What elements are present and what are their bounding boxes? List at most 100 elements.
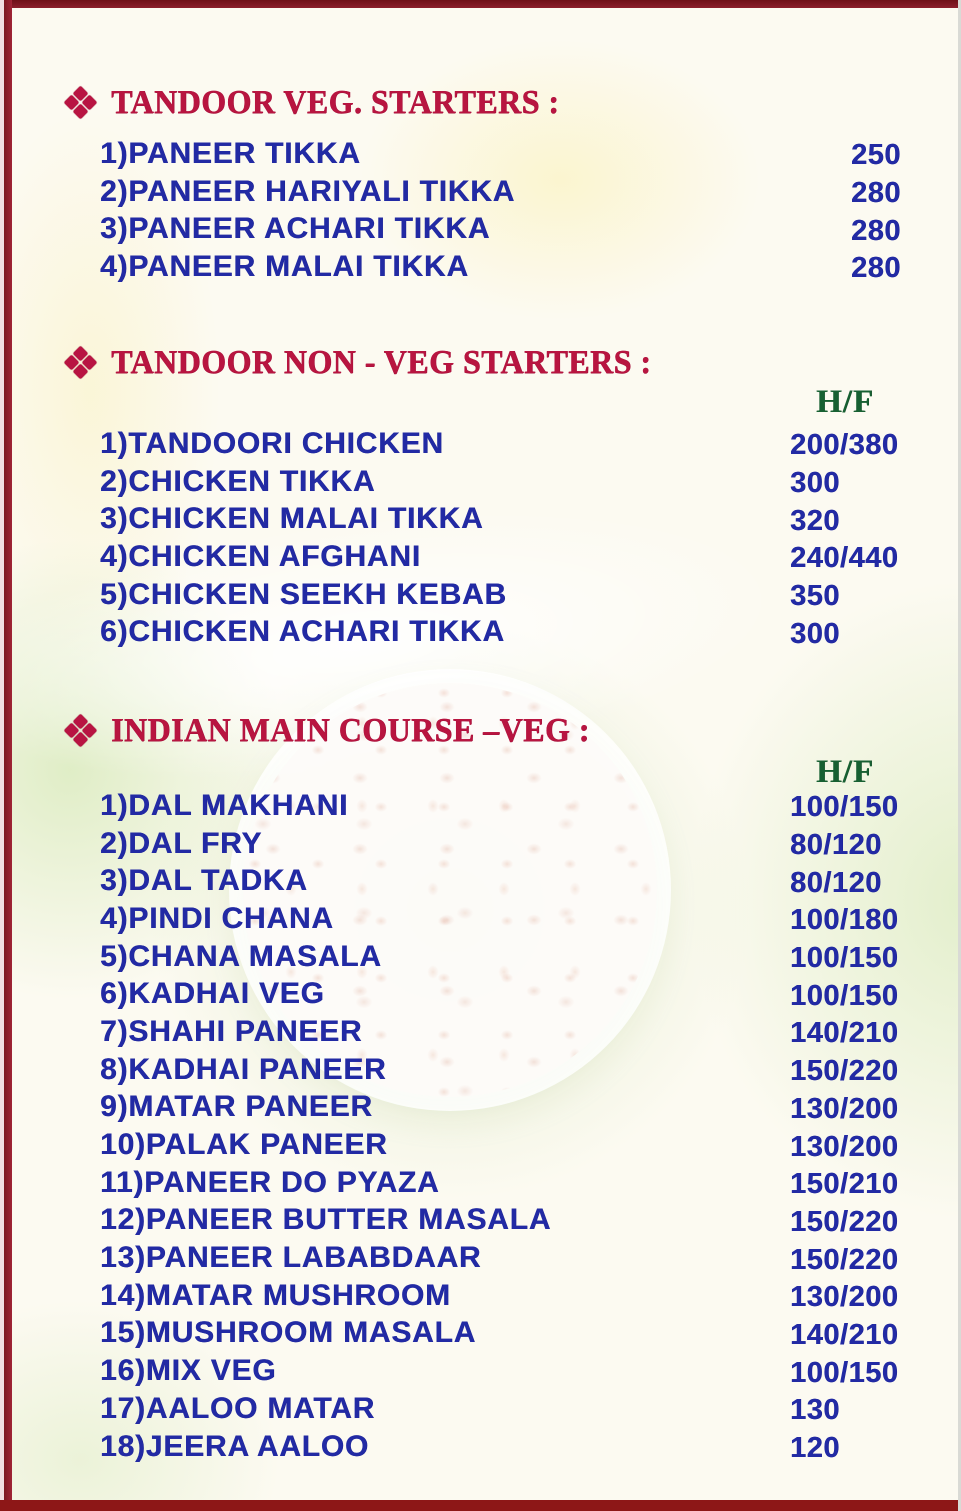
item-price: 100/180 [790, 904, 899, 937]
item-name: TANDOORI CHICKEN [128, 426, 444, 460]
item-price: 280 [851, 214, 901, 247]
item-name: CHICKEN TIKKA [128, 464, 376, 498]
section-heading: TANDOOR NON - VEG STARTERS : [0, 344, 961, 382]
item-name: PANEER TIKKA [128, 136, 361, 170]
item-number: 9) [100, 1090, 129, 1124]
menu-item-row: 13) PANEER LABABDAAR 150/220 [0, 1239, 961, 1277]
item-number: 13) [100, 1241, 146, 1275]
menu-item-row: 14) MATAR MUSHROOM 130/200 [0, 1277, 961, 1315]
item-number: 1) [100, 136, 129, 170]
item-price: 200/380 [790, 429, 899, 462]
item-name: PINDI CHANA [128, 901, 334, 935]
item-name: CHICKEN MALAI TIKKA [128, 502, 484, 536]
item-price: 280 [851, 252, 901, 285]
price-column-header: H/F [816, 754, 874, 790]
item-price: 240/440 [790, 542, 899, 575]
item-name: MATAR PANEER [128, 1090, 373, 1124]
item-name: DAL TADKA [128, 864, 308, 898]
menu-item-row: 2) CHICKEN TIKKA 300 [0, 463, 961, 501]
menu-item-row: 9) MATAR PANEER 130/200 [0, 1089, 961, 1127]
menu-section: TANDOOR VEG. STARTERS : 1) PANEER TIKKA … [0, 84, 961, 284]
menu-items: 1) DAL MAKHANI 100/150 2) DAL FRY 80/120… [0, 787, 961, 1465]
item-number: 5) [100, 939, 129, 973]
item-name: SHAHI PANEER [128, 1014, 363, 1048]
item-name: MATAR MUSHROOM [145, 1278, 451, 1312]
item-number: 6) [100, 977, 129, 1011]
menu-item-row: 5) CHICKEN SEEKH KEBAB 350 [0, 576, 961, 614]
item-number: 10) [100, 1128, 146, 1162]
item-number: 18) [100, 1429, 146, 1463]
item-number: 16) [100, 1354, 146, 1388]
frame-border-top [0, 0, 961, 8]
item-price: 300 [790, 467, 840, 500]
item-price: 280 [851, 177, 901, 210]
item-price: 100/150 [790, 1356, 899, 1389]
menu-item-row: 12) PANEER BUTTER MASALA 150/220 [0, 1202, 961, 1240]
section-heading: INDIAN MAIN COURSE –VEG : [0, 712, 961, 750]
item-price: 150/210 [790, 1168, 899, 1201]
menu-item-row: 2) DAL FRY 80/120 [0, 825, 961, 863]
item-name: KADHAI VEG [128, 977, 325, 1011]
item-price: 120 [790, 1432, 840, 1465]
item-number: 3) [100, 864, 129, 898]
frame-border-bottom [0, 1500, 961, 1511]
menu-item-row: 3) PANEER ACHARI TIKKA 280 [0, 210, 961, 248]
item-price: 80/120 [790, 866, 882, 899]
menu-items: 1) TANDOORI CHICKEN 200/380 2) CHICKEN T… [0, 425, 961, 651]
menu-item-row: 2) PANEER HARIYALI TIKKA 280 [0, 173, 961, 211]
item-number: 15) [100, 1316, 146, 1350]
item-price: 150/220 [790, 1205, 899, 1238]
diamond-bullet-icon [63, 713, 98, 748]
menu-item-row: 11) PANEER DO PYAZA 150/210 [0, 1164, 961, 1202]
item-name: PANEER DO PYAZA [144, 1165, 440, 1199]
item-number: 2) [100, 826, 129, 860]
menu-item-row: 15) MUSHROOM MASALA 140/210 [0, 1315, 961, 1353]
menu-item-row: 1) DAL MAKHANI 100/150 [0, 787, 961, 825]
item-number: 12) [100, 1203, 146, 1237]
item-price: 150/220 [790, 1243, 899, 1276]
menu-item-row: 8) KADHAI PANEER 150/220 [0, 1051, 961, 1089]
item-name: DAL MAKHANI [128, 788, 349, 822]
item-name: PANEER HARIYALI TIKKA [128, 174, 516, 208]
menu-item-row: 7) SHAHI PANEER 140/210 [0, 1013, 961, 1051]
menu-item-row: 1) PANEER TIKKA 250 [0, 135, 961, 173]
menu-item-row: 1) TANDOORI CHICKEN 200/380 [0, 425, 961, 463]
item-name: KADHAI PANEER [128, 1052, 387, 1086]
item-price: 100/150 [790, 942, 899, 975]
section-heading: TANDOOR VEG. STARTERS : [0, 84, 961, 122]
item-number: 3) [100, 502, 129, 536]
menu-item-row: 16) MIX VEG 100/150 [0, 1352, 961, 1390]
item-price: 350 [790, 580, 840, 613]
item-price: 130/200 [790, 1092, 899, 1125]
item-number: 17) [100, 1391, 146, 1425]
item-name: DAL FRY [128, 826, 263, 860]
item-name: PANEER MALAI TIKKA [128, 249, 469, 283]
menu-item-row: 4) CHICKEN AFGHANI 240/440 [0, 538, 961, 576]
item-name: CHICKEN SEEKH KEBAB [128, 577, 507, 611]
item-price: 300 [790, 617, 840, 650]
item-number: 4) [100, 539, 129, 573]
menu-item-row: 4) PINDI CHANA 100/180 [0, 900, 961, 938]
menu-item-row: 6) KADHAI VEG 100/150 [0, 975, 961, 1013]
item-number: 4) [100, 901, 129, 935]
item-number: 5) [100, 577, 129, 611]
item-price: 320 [790, 504, 840, 537]
menu-item-row: 3) DAL TADKA 80/120 [0, 862, 961, 900]
item-price: 130/200 [790, 1130, 899, 1163]
item-name: MUSHROOM MASALA [145, 1316, 477, 1350]
item-number: 14) [100, 1278, 146, 1312]
menu-item-row: 6) CHICKEN ACHARI TIKKA 300 [0, 613, 961, 651]
item-price: 100/150 [790, 979, 899, 1012]
section-title: TANDOOR VEG. STARTERS : [111, 84, 560, 121]
item-name: PANEER LABABDAAR [145, 1241, 482, 1275]
menu-section: TANDOOR NON - VEG STARTERS : H/F 1) TAND… [0, 344, 961, 650]
menu-item-row: 3) CHICKEN MALAI TIKKA 320 [0, 500, 961, 538]
menu-item-row: 4) PANEER MALAI TIKKA 280 [0, 248, 961, 286]
menu-item-row: 5) CHANA MASALA 100/150 [0, 938, 961, 976]
item-price: 140/210 [790, 1318, 899, 1351]
section-title: TANDOOR NON - VEG STARTERS : [111, 344, 652, 381]
menu-item-row: 10) PALAK PANEER 130/200 [0, 1126, 961, 1164]
section-title: INDIAN MAIN COURSE –VEG : [111, 712, 590, 749]
